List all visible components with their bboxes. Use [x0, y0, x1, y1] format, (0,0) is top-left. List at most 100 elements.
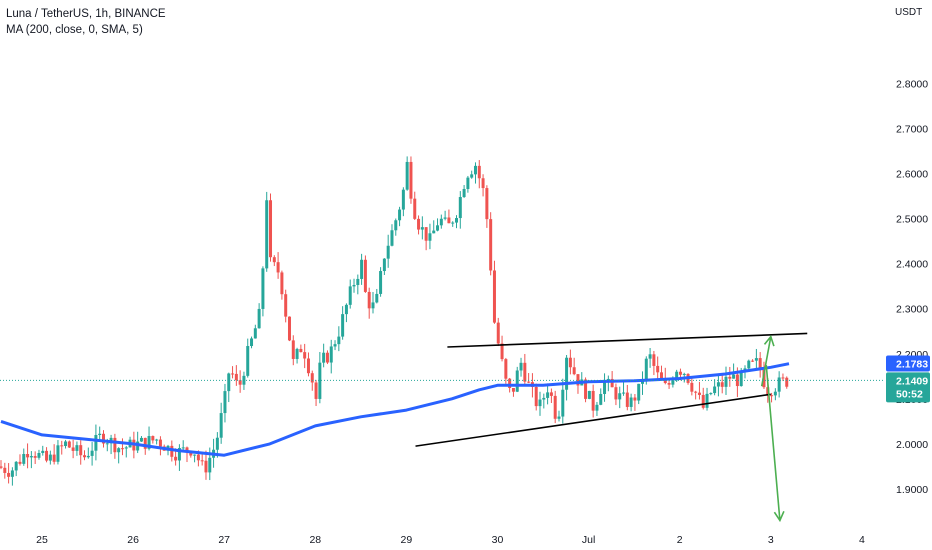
candle-body — [747, 360, 751, 369]
candle-body — [200, 460, 204, 462]
candle-body — [98, 433, 102, 435]
candle-body — [777, 377, 781, 392]
candle-body — [276, 262, 280, 273]
candle-body — [409, 161, 413, 199]
candle-body — [473, 165, 477, 175]
candle-body — [481, 178, 485, 189]
chart-legend: Luna / TetherUS, 1h, BINANCE MA (200, cl… — [6, 6, 166, 38]
candle-body — [325, 352, 329, 363]
candle-body — [48, 454, 52, 461]
indicator-title[interactable]: MA (200, close, 0, SMA, 5) — [6, 24, 143, 36]
candle-body — [189, 452, 193, 456]
candle-body — [215, 437, 219, 450]
drawings-layer — [415, 332, 808, 523]
candle-body — [117, 448, 121, 453]
candle-body — [697, 392, 701, 395]
x-tick-label: 30 — [492, 534, 504, 546]
candle-body — [641, 380, 645, 384]
candle-body — [656, 365, 660, 373]
candle-body — [120, 448, 124, 450]
candle-body — [86, 455, 90, 458]
candle-body — [762, 369, 766, 388]
candle-body — [561, 389, 565, 417]
candle-body — [7, 472, 11, 477]
ma-line — [0, 362, 790, 457]
candle-body — [379, 271, 383, 294]
candle-body — [56, 445, 60, 462]
candle-body — [462, 188, 466, 198]
candle-body — [170, 445, 174, 457]
candle-body — [781, 377, 785, 379]
x-tick-label: 3 — [768, 534, 774, 546]
candle-body — [648, 354, 652, 359]
candle-body — [599, 393, 603, 405]
candle-body — [352, 284, 356, 287]
candle-body — [246, 346, 250, 376]
candle-body — [511, 388, 515, 392]
candle-body — [489, 219, 493, 271]
symbol-title[interactable]: Luna / TetherUS, 1h, BINANCE — [6, 8, 166, 20]
y-tick-label: 2.5000 — [896, 214, 928, 226]
y-tick-label: 2.7000 — [896, 123, 928, 135]
x-tick-label: 2 — [677, 534, 683, 546]
candle-body — [29, 456, 33, 458]
candle-body — [557, 416, 561, 419]
candle-body — [337, 336, 341, 345]
candle-body — [227, 373, 231, 392]
ma-value-text: 2.1783 — [896, 359, 928, 371]
candle-body — [14, 461, 18, 471]
candle-body — [37, 453, 41, 458]
candle-body — [151, 436, 155, 441]
candle-body — [390, 230, 394, 246]
candle-body — [287, 316, 291, 341]
candle-body — [682, 373, 686, 375]
y-tick-label: 2.8000 — [896, 78, 928, 90]
candle-body — [477, 165, 481, 179]
candle-body — [455, 218, 459, 223]
candle-body — [272, 257, 276, 263]
candle-body — [424, 227, 428, 241]
candle-body — [101, 433, 105, 444]
candle-body — [22, 454, 26, 464]
candle-body — [64, 441, 68, 447]
candle-body — [451, 222, 455, 224]
candle-body — [253, 328, 257, 339]
candle-body — [52, 454, 56, 462]
candle-body — [515, 370, 519, 392]
candle-body — [663, 378, 667, 384]
candle-body — [735, 374, 739, 387]
candle-body — [458, 197, 462, 219]
candle-body — [348, 286, 352, 305]
candle-body — [739, 370, 743, 387]
candle-body — [322, 352, 326, 363]
candle-body — [629, 397, 633, 407]
candle-body — [360, 259, 364, 279]
upper-trendline — [447, 332, 808, 348]
candle-body — [720, 382, 724, 387]
candle-body — [508, 378, 512, 389]
up-arrow-head — [763, 334, 775, 347]
candle-body — [382, 258, 386, 272]
up-arrow-shaft — [760, 336, 772, 387]
candle-body — [732, 374, 736, 379]
candle-body — [565, 357, 569, 390]
candle-body — [553, 395, 557, 419]
candle-body — [174, 456, 178, 461]
candle-body — [310, 373, 314, 383]
down-arrow-shaft — [765, 364, 781, 521]
candle-body — [770, 395, 774, 397]
candle-body — [371, 302, 375, 309]
candle-body — [295, 348, 299, 359]
x-tick-label: 26 — [127, 534, 139, 546]
candle-body — [420, 227, 424, 230]
candle-body — [466, 177, 470, 189]
candle-body — [284, 294, 288, 317]
candle-body — [306, 358, 310, 374]
candle-body — [124, 447, 128, 449]
candle-body — [500, 343, 504, 360]
candle-body — [0, 466, 3, 468]
candle-body — [234, 373, 238, 381]
candle-body — [576, 374, 580, 386]
candle-body — [181, 447, 185, 449]
